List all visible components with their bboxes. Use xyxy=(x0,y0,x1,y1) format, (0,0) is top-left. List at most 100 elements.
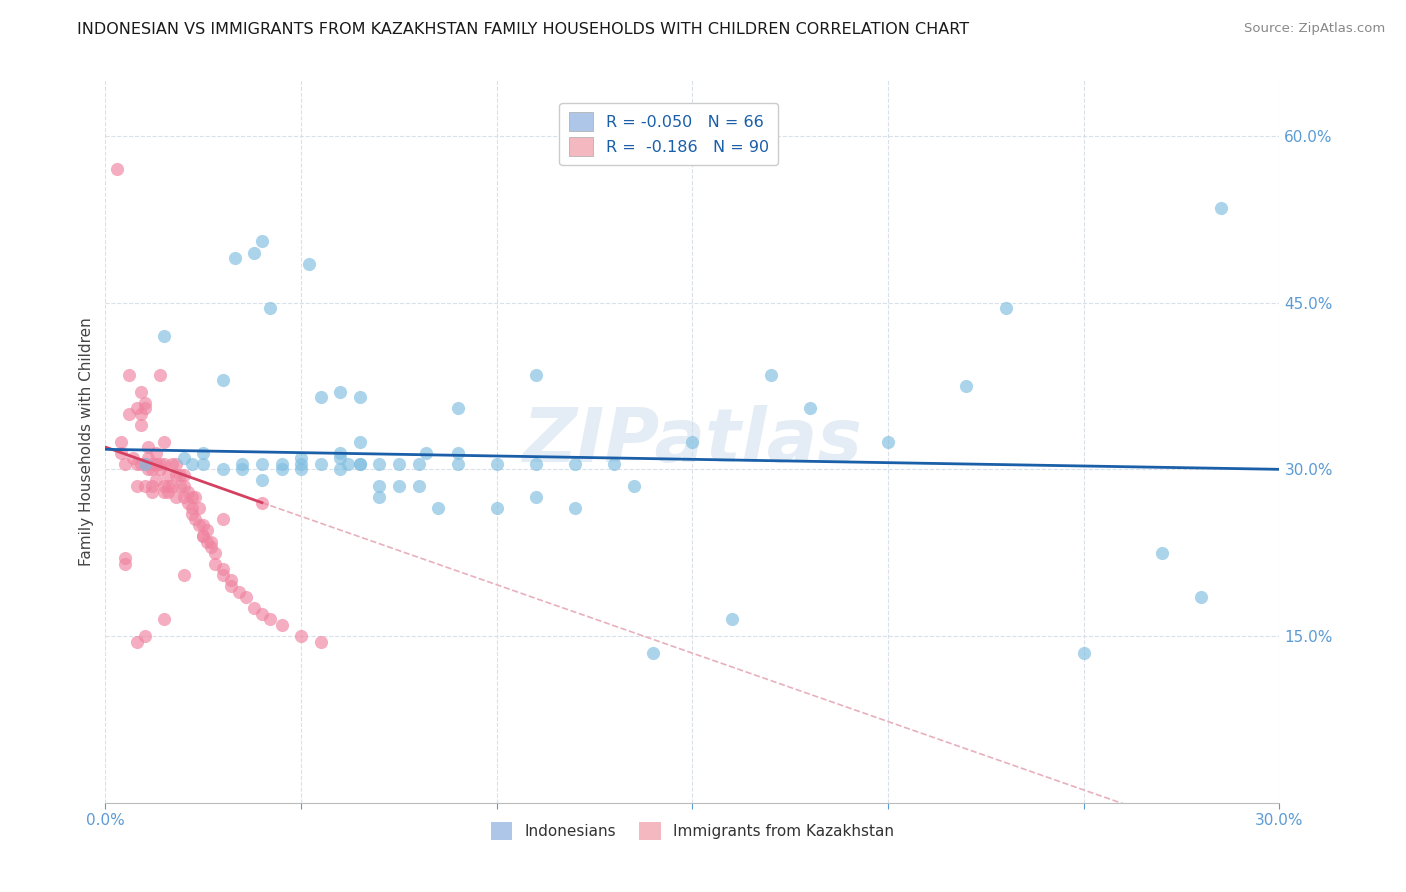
Point xyxy=(349,457,371,471)
Point xyxy=(1073,646,1095,660)
Point xyxy=(524,457,547,471)
Point xyxy=(125,634,148,648)
Point xyxy=(1189,590,1212,604)
Point xyxy=(165,490,187,504)
Point xyxy=(211,568,233,582)
Point xyxy=(114,551,136,566)
Point xyxy=(129,384,152,399)
Point xyxy=(141,479,163,493)
Point xyxy=(165,457,187,471)
Point xyxy=(129,407,152,421)
Point xyxy=(720,612,742,626)
Point xyxy=(141,457,163,471)
Point xyxy=(388,457,411,471)
Point xyxy=(682,434,704,449)
Point xyxy=(129,457,152,471)
Point xyxy=(204,557,226,571)
Point xyxy=(193,529,215,543)
Point xyxy=(219,574,242,588)
Point xyxy=(134,401,156,416)
Point xyxy=(118,368,141,382)
Point xyxy=(153,479,176,493)
Point xyxy=(1209,201,1232,215)
Point xyxy=(180,501,202,516)
Point xyxy=(145,457,167,471)
Point xyxy=(184,512,207,526)
Point xyxy=(134,629,156,643)
Point xyxy=(309,390,332,404)
Point xyxy=(149,368,172,382)
Point xyxy=(309,634,332,648)
Point xyxy=(368,490,391,504)
Point xyxy=(125,479,148,493)
Point xyxy=(173,490,195,504)
Point xyxy=(193,445,215,459)
Point xyxy=(169,467,191,482)
Point xyxy=(270,462,292,476)
Point xyxy=(173,479,195,493)
Point xyxy=(243,245,266,260)
Point xyxy=(176,484,198,499)
Point xyxy=(349,390,371,404)
Text: ZIPatlas: ZIPatlas xyxy=(523,405,862,478)
Point xyxy=(138,440,160,454)
Point xyxy=(231,462,253,476)
Point xyxy=(228,584,250,599)
Point xyxy=(176,496,198,510)
Point xyxy=(195,534,218,549)
Point xyxy=(994,301,1017,315)
Point xyxy=(329,451,352,466)
Point xyxy=(114,457,136,471)
Point xyxy=(524,490,547,504)
Point xyxy=(153,484,176,499)
Point xyxy=(121,451,143,466)
Point xyxy=(564,457,586,471)
Point xyxy=(165,467,187,482)
Point xyxy=(157,479,180,493)
Point xyxy=(160,457,183,471)
Point xyxy=(337,457,360,471)
Point xyxy=(149,462,172,476)
Point xyxy=(138,462,160,476)
Point xyxy=(141,462,163,476)
Point xyxy=(447,445,470,459)
Point xyxy=(200,534,222,549)
Point xyxy=(105,162,128,177)
Point xyxy=(184,490,207,504)
Point xyxy=(173,467,195,482)
Y-axis label: Family Households with Children: Family Households with Children xyxy=(79,318,94,566)
Point xyxy=(110,434,132,449)
Text: Source: ZipAtlas.com: Source: ZipAtlas.com xyxy=(1244,22,1385,36)
Point xyxy=(329,384,352,399)
Point xyxy=(110,445,132,459)
Point xyxy=(219,579,242,593)
Point xyxy=(134,395,156,409)
Point xyxy=(799,401,821,416)
Point xyxy=(134,457,156,471)
Point xyxy=(447,457,470,471)
Point xyxy=(188,517,211,532)
Point xyxy=(235,590,257,604)
Point xyxy=(141,484,163,499)
Point xyxy=(290,629,312,643)
Point xyxy=(408,479,430,493)
Point xyxy=(368,457,391,471)
Point xyxy=(309,457,332,471)
Point xyxy=(134,457,156,471)
Point xyxy=(125,401,148,416)
Point xyxy=(211,562,233,576)
Point xyxy=(290,462,312,476)
Point xyxy=(114,557,136,571)
Point xyxy=(169,479,191,493)
Point xyxy=(180,490,202,504)
Point xyxy=(349,434,371,449)
Point xyxy=(368,479,391,493)
Point xyxy=(485,501,508,516)
Point xyxy=(447,401,470,416)
Point xyxy=(427,501,450,516)
Point xyxy=(243,601,266,615)
Point xyxy=(290,451,312,466)
Point xyxy=(145,445,167,459)
Point xyxy=(193,529,215,543)
Legend: Indonesians, Immigrants from Kazakhstan: Indonesians, Immigrants from Kazakhstan xyxy=(485,816,900,846)
